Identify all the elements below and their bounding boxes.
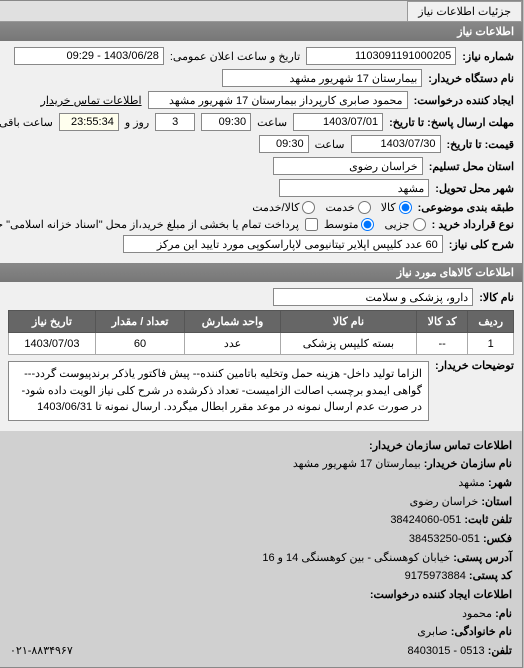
tab-bar: جزئیات اطلاعات نیاز <box>1 1 523 22</box>
buyer-note-label: توضیحات خریدار: <box>436 359 515 372</box>
city-label: شهر محل تحویل: <box>436 182 515 195</box>
budget-both-label: کالا/خدمت <box>253 201 300 214</box>
desc-label: شرح کلی نیاز: <box>450 238 515 251</box>
contract-medium[interactable]: متوسط <box>325 218 376 231</box>
c-lname-label: نام خانوادگی: <box>452 626 513 638</box>
td-code: -- <box>417 333 468 355</box>
section-need-info: اطلاعات نیاز <box>1 22 523 41</box>
goods-table-wrap: ردیف کد کالا نام کالا واحد شمارش تعداد /… <box>9 310 515 355</box>
c-addr-label: آدرس پستی: <box>454 552 513 564</box>
request-no-input[interactable] <box>307 47 457 65</box>
c-creator-section: اطلاعات ایجاد کننده درخواست: <box>371 589 513 601</box>
contract-partial[interactable]: جزیی <box>385 218 426 231</box>
contract-radio-group: جزیی متوسط <box>325 218 427 231</box>
c-phone2: ۰۲۱-۸۸۳۴۹۶۷ <box>11 642 74 661</box>
contract-medium-radio[interactable] <box>362 218 375 231</box>
remain-days-input <box>156 113 196 131</box>
td-qty: 60 <box>96 333 185 355</box>
th-qty: تعداد / مقدار <box>96 311 185 333</box>
contact-section: اطلاعات تماس سازمان خریدار: نام سازمان خ… <box>1 431 523 667</box>
contract-medium-label: متوسط <box>325 218 360 231</box>
form-area: شماره نیاز: تاریخ و ساعت اعلان عمومی: نا… <box>1 41 523 263</box>
announce-input[interactable] <box>15 47 165 65</box>
c-tel: 051-38424060 <box>391 514 462 526</box>
budget-service-radio[interactable] <box>359 201 372 214</box>
quote-until-date-input[interactable] <box>352 135 442 153</box>
c-fname: محمود <box>463 608 493 620</box>
remain-suffix: ساعت باقی مانده <box>0 116 54 129</box>
budget-both[interactable]: کالا/خدمت <box>253 201 316 214</box>
c-province-label: استان: <box>482 496 513 508</box>
city-input[interactable] <box>280 179 430 197</box>
c-org: بیمارستان 17 شهریور مشهد <box>294 458 422 470</box>
remain-time-input <box>60 113 120 131</box>
c-fax-label: فکس: <box>484 533 513 545</box>
tab-need-details[interactable]: جزئیات اطلاعات نیاز <box>408 1 523 21</box>
desc-input[interactable] <box>124 235 444 253</box>
th-unit: واحد شمارش <box>186 311 282 333</box>
budget-service[interactable]: خدمت <box>326 201 371 214</box>
c-postal: 9175973884 <box>406 570 467 582</box>
buyer-org-input[interactable] <box>223 69 423 87</box>
th-name: نام کالا <box>281 311 417 333</box>
province-input[interactable] <box>274 157 424 175</box>
budget-both-radio[interactable] <box>303 201 316 214</box>
th-row: ردیف <box>469 311 515 333</box>
budget-goods-label: کالا <box>382 201 397 214</box>
request-no-label: شماره نیاز: <box>463 50 515 63</box>
contract-partial-label: جزیی <box>385 218 410 231</box>
goods-input[interactable] <box>274 288 474 306</box>
goods-table: ردیف کد کالا نام کالا واحد شمارش تعداد /… <box>9 310 515 355</box>
announce-label: تاریخ و ساعت اعلان عمومی: <box>171 50 301 63</box>
goods-label: نام کالا: <box>480 291 515 304</box>
budget-goods-radio[interactable] <box>400 201 413 214</box>
contract-partial-radio[interactable] <box>414 218 427 231</box>
c-city: مشهد <box>459 477 486 489</box>
c-phone-label: تلفن: <box>489 645 513 657</box>
td-name: بسته کلیپس پزشکی <box>281 333 417 355</box>
c-province: خراسان رضوی <box>411 496 480 508</box>
province-label: استان محل تسلیم: <box>430 160 515 173</box>
budget-goods[interactable]: کالا <box>382 201 413 214</box>
th-date: تاریخ نیاز <box>10 311 97 333</box>
deadline-time-input[interactable] <box>202 113 252 131</box>
treasury-checkbox[interactable] <box>306 218 319 231</box>
contract-label: نوع قرارداد خرید : <box>433 218 515 231</box>
deadline-time-label: ساعت <box>258 116 288 129</box>
table-row[interactable]: 1 -- بسته کلیپس پزشکی عدد 60 1403/07/03 <box>10 333 515 355</box>
c-lname: صابری <box>418 626 448 638</box>
c-tel-label: تلفن ثابت: <box>465 514 513 526</box>
c-phone: 0513 - 8403015 <box>409 645 486 657</box>
contract-note: پرداخت تمام یا بخشی از مبلغ خرید،از محل … <box>0 218 300 231</box>
quote-until-label: قیمت: تا تاریخ: <box>448 138 515 151</box>
remain-days-label: روز و <box>126 116 150 129</box>
quote-time-label: ساعت <box>316 138 346 151</box>
c-fname-label: نام: <box>496 608 513 620</box>
creator-label: ایجاد کننده درخواست: <box>415 94 515 107</box>
c-city-label: شهر: <box>489 477 513 489</box>
td-date: 1403/07/03 <box>10 333 97 355</box>
budget-radio-group: کالا خدمت کالا/خدمت <box>253 201 412 214</box>
creator-input[interactable] <box>149 91 409 109</box>
buyer-note-box: الزاما تولید داخل- هزینه حمل وتخلیه باتا… <box>9 361 430 421</box>
deadline-date-input[interactable] <box>294 113 384 131</box>
c-org-label: نام سازمان خریدار: <box>425 458 513 470</box>
budget-label: طبقه بندی موضوعی: <box>419 201 515 214</box>
buyer-org-label: نام دستگاه خریدار: <box>429 72 515 85</box>
details-window: جزئیات اطلاعات نیاز اطلاعات نیاز شماره ن… <box>0 0 524 668</box>
section-goods-info: اطلاعات کالاهای مورد نیاز <box>1 263 523 282</box>
td-row: 1 <box>469 333 515 355</box>
c-fax: 051-38453250 <box>410 533 481 545</box>
quote-until-time-input[interactable] <box>260 135 310 153</box>
c-postal-label: کد پستی: <box>470 570 513 582</box>
budget-service-label: خدمت <box>326 201 355 214</box>
deadline-label: مهلت ارسال پاسخ: تا تاریخ: <box>390 116 515 129</box>
td-unit: عدد <box>186 333 282 355</box>
c-addr: خیابان کوهسنگی - بین کوهسنگی 14 و 16 <box>263 552 451 564</box>
th-code: کد کالا <box>417 311 468 333</box>
contact-link[interactable]: اطلاعات تماس خریدار <box>42 94 143 107</box>
contact-header: اطلاعات تماس سازمان خریدار: <box>370 440 513 452</box>
